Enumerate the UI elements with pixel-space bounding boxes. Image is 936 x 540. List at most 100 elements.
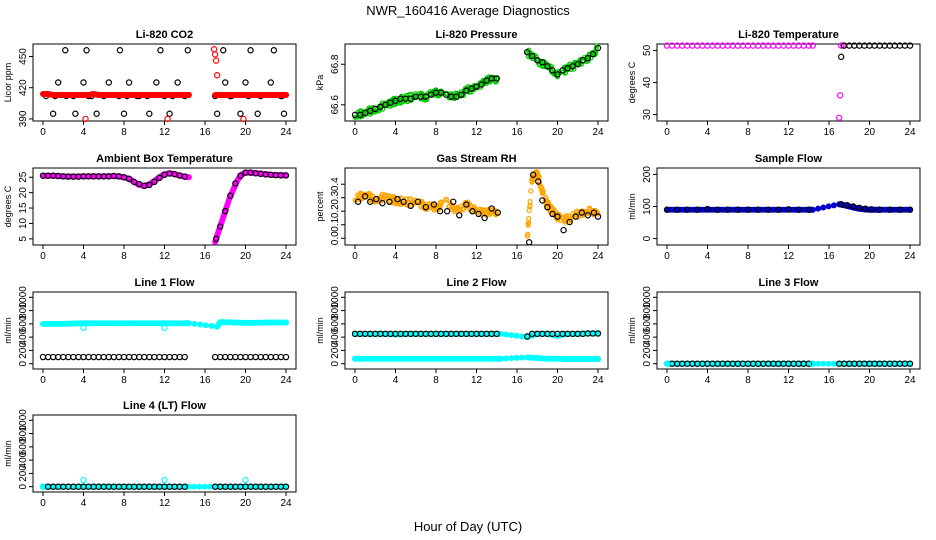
- data-point: [537, 183, 544, 189]
- x-tick-label: 0: [40, 251, 46, 262]
- y-tick-label: 400: [330, 328, 341, 345]
- data-point: [556, 212, 562, 218]
- data-point: [184, 47, 191, 54]
- data-point: [524, 233, 530, 239]
- data-point: [566, 218, 573, 226]
- panel-title: Sample Flow: [755, 153, 823, 165]
- data-point: [171, 353, 178, 361]
- series-sampleflow-black: [663, 201, 914, 213]
- data-point: [508, 355, 515, 362]
- y-tick-label: 0: [642, 235, 653, 241]
- data-point: [400, 198, 407, 205]
- data-point: [805, 360, 812, 367]
- data-point: [54, 353, 62, 361]
- y-tick-label: 20: [18, 187, 29, 199]
- x-tick-label: 20: [552, 127, 564, 138]
- series-co2-black-open: [42, 47, 288, 117]
- y-tick-label: 400: [642, 328, 653, 345]
- panel-box-temp: Ambient Box Temperature degrees C 0 4 8 12 16 2…: [3, 153, 297, 262]
- data-point: [161, 353, 168, 361]
- figure-title: NWR_160416 Average Diagnostics: [366, 3, 570, 18]
- x-tick-label: 12: [159, 127, 171, 138]
- data-point: [212, 235, 220, 243]
- data-point: [220, 47, 227, 54]
- data-point: [213, 72, 221, 79]
- data-point: [684, 206, 691, 213]
- data-point: [80, 324, 87, 332]
- x-tick-label: 0: [664, 251, 670, 262]
- data-point: [526, 47, 532, 53]
- data-point: [161, 476, 168, 484]
- series-line2-cyan-high: [351, 330, 602, 341]
- data-point: [100, 353, 107, 361]
- data-point: [201, 483, 208, 490]
- data-point: [240, 115, 247, 123]
- series-line1-cyan-dips: [80, 323, 221, 332]
- data-point: [450, 198, 457, 205]
- data-point: [161, 324, 168, 332]
- data-point: [237, 172, 244, 179]
- data-point: [267, 353, 275, 361]
- data-point: [463, 201, 470, 208]
- data-point: [361, 193, 369, 200]
- series-line1-black-low: [39, 353, 290, 361]
- data-point: [181, 353, 188, 361]
- x-tick-label: 8: [121, 375, 127, 386]
- data-point: [247, 353, 254, 361]
- x-tick-label: 24: [904, 127, 916, 138]
- x-tick-label: 20: [864, 251, 876, 262]
- x-tick-label: 0: [352, 375, 358, 386]
- data-point: [896, 206, 904, 213]
- data-point: [125, 353, 133, 361]
- x-tick-label: 24: [904, 251, 916, 262]
- data-point: [530, 171, 537, 178]
- data-point: [141, 353, 148, 361]
- data-point: [95, 353, 102, 361]
- data-point: [765, 206, 772, 213]
- series-pressure-black: [351, 44, 602, 119]
- y-tick-label: 200: [330, 342, 341, 359]
- data-point: [815, 205, 822, 212]
- y-tick-label: 15: [18, 202, 29, 214]
- data-point: [80, 353, 87, 361]
- x-tick-label: 8: [433, 375, 439, 386]
- y-axis-label: degrees C: [3, 185, 13, 227]
- x-tick-label: 16: [823, 251, 835, 262]
- data-point: [589, 50, 597, 58]
- data-point: [222, 353, 229, 361]
- data-point: [210, 46, 218, 53]
- series-rh-black: [354, 171, 602, 246]
- data-point: [493, 75, 500, 82]
- data-point: [227, 192, 234, 199]
- y-axis-label: degrees C: [627, 61, 637, 103]
- data-point: [420, 205, 426, 211]
- series-pressure-green: [352, 43, 600, 120]
- data-point: [166, 110, 173, 117]
- data-point: [156, 353, 163, 361]
- y-tick-label: 1000: [18, 409, 29, 432]
- y-axis-label: percent: [315, 191, 325, 222]
- x-tick-label: 4: [81, 375, 87, 386]
- panel-title: Li-820 Pressure: [436, 29, 518, 41]
- y-tick-label: 0: [18, 483, 29, 489]
- data-point: [554, 213, 561, 220]
- y-tick-label: 10: [18, 217, 29, 229]
- x-tick-label: 24: [280, 251, 292, 262]
- x-tick-label: 12: [159, 375, 171, 386]
- data-point: [446, 203, 452, 210]
- y-tick-label: 400: [18, 451, 29, 468]
- y-axis-label: ml/min: [3, 440, 13, 467]
- data-point: [354, 198, 362, 205]
- panel-title: Line 1 Flow: [135, 277, 195, 289]
- data-point: [820, 360, 827, 367]
- y-tick-label: 1000: [642, 286, 653, 309]
- x-tick-label: 24: [592, 375, 604, 386]
- data-point: [120, 353, 128, 361]
- data-point: [844, 202, 851, 209]
- data-point: [404, 92, 410, 99]
- panel-title: Line 3 Flow: [759, 277, 819, 289]
- x-tick-label: 12: [159, 498, 171, 509]
- y-tick-label: 25: [18, 171, 29, 183]
- data-point: [528, 188, 534, 194]
